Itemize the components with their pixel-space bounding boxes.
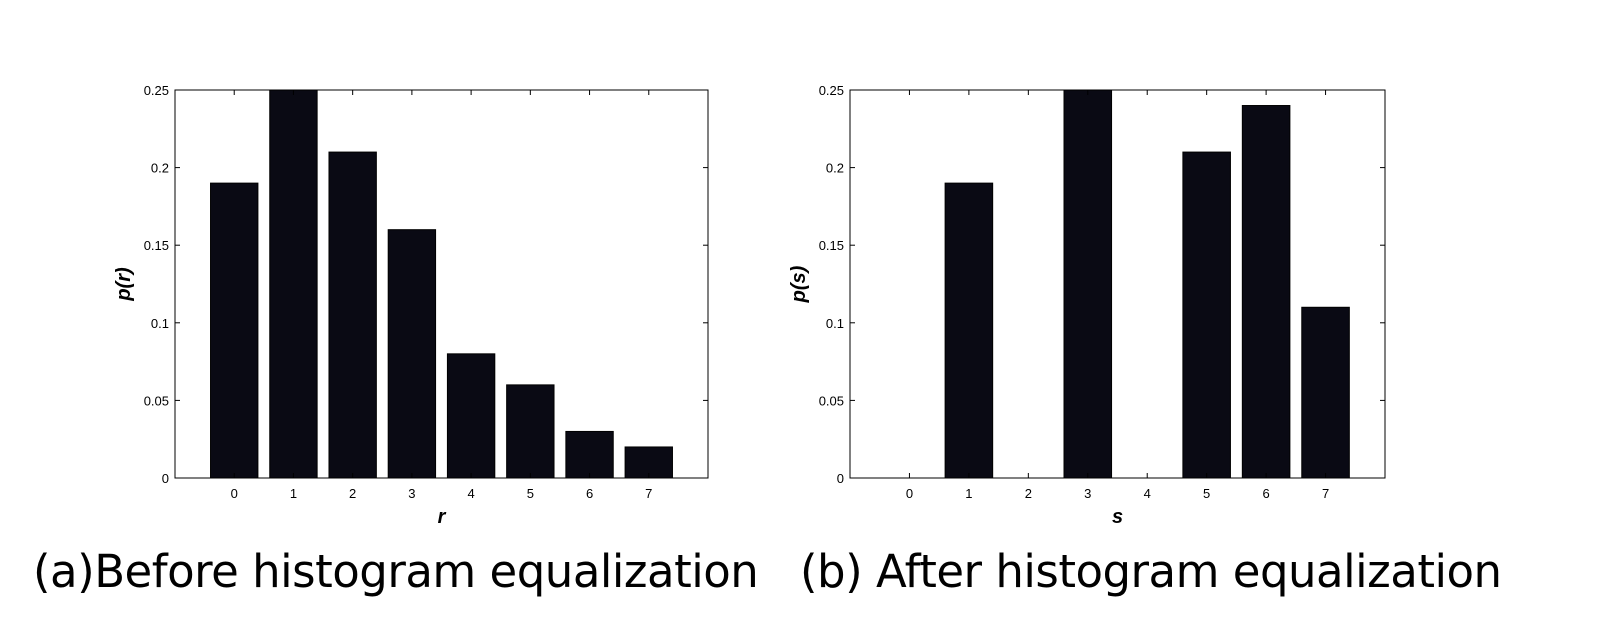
bar-3 — [387, 229, 437, 479]
bar-2 — [328, 151, 377, 479]
bar-6 — [565, 430, 614, 479]
bar-5 — [1182, 151, 1231, 479]
bar-5 — [506, 384, 555, 479]
x-tick-label: 3 — [408, 486, 415, 501]
bar-3 — [1063, 89, 1113, 479]
x-tick-label: 2 — [1025, 486, 1032, 501]
x-tick-label: 0 — [906, 486, 913, 501]
y-axis-label: p(s) — [788, 265, 810, 303]
x-tick-label: 2 — [349, 486, 356, 501]
x-tick-label: 5 — [1203, 486, 1210, 501]
x-tick-label: 7 — [645, 486, 652, 501]
bar-7 — [1301, 306, 1350, 479]
plot-frame — [174, 89, 709, 479]
y-tick-label: 0.05 — [144, 393, 169, 408]
bar-6 — [1241, 105, 1291, 479]
y-tick-label: 0.1 — [826, 316, 844, 331]
x-axis-label: r — [438, 506, 447, 528]
x-tick-label: 4 — [467, 486, 474, 501]
chart-after-equalization: 0 0.05 0.1 0.15 0.2 0.25 0 1 2 3 4 5 6 7 s p(s) — [788, 83, 1386, 528]
caption-after-equalization: (b) After histogram equalization — [800, 545, 1502, 598]
y-tick-label: 0.15 — [144, 238, 169, 253]
y-tick-label: 0 — [162, 471, 169, 486]
x-tick-label: 6 — [1262, 486, 1269, 501]
x-tick-label: 5 — [527, 486, 534, 501]
bar-0 — [210, 182, 259, 479]
x-axis-label: s — [1112, 506, 1123, 528]
y-tick-label: 0.25 — [819, 83, 844, 98]
x-tick-label: 0 — [231, 486, 238, 501]
caption-before-equalization: (a)Before histogram equalization — [33, 545, 759, 598]
plot-frame — [849, 89, 1386, 479]
x-tick-label: 1 — [965, 486, 972, 501]
bar-1 — [944, 182, 994, 479]
x-tick-label: 7 — [1322, 486, 1329, 501]
y-tick-label: 0.2 — [151, 161, 169, 176]
y-tick-label: 0.05 — [819, 393, 844, 408]
y-tick-label: 0 — [837, 471, 844, 486]
x-tick-label: 4 — [1144, 486, 1151, 501]
x-tick-label: 1 — [290, 486, 297, 501]
y-tick-label: 0.25 — [144, 83, 169, 98]
y-tick-label: 0.15 — [819, 238, 844, 253]
x-tick-label: 3 — [1084, 486, 1091, 501]
bar-4 — [446, 353, 496, 479]
bar-7 — [624, 446, 673, 479]
y-tick-label: 0.1 — [151, 316, 169, 331]
x-tick-label: 6 — [586, 486, 593, 501]
bar-1 — [269, 89, 318, 479]
chart-before-equalization: 0 0.05 0.1 0.15 0.2 0.25 0 1 2 3 4 5 6 7 r p(r) — [113, 83, 709, 528]
y-axis-label: p(r) — [113, 267, 135, 302]
y-tick-label: 0.2 — [826, 161, 844, 176]
